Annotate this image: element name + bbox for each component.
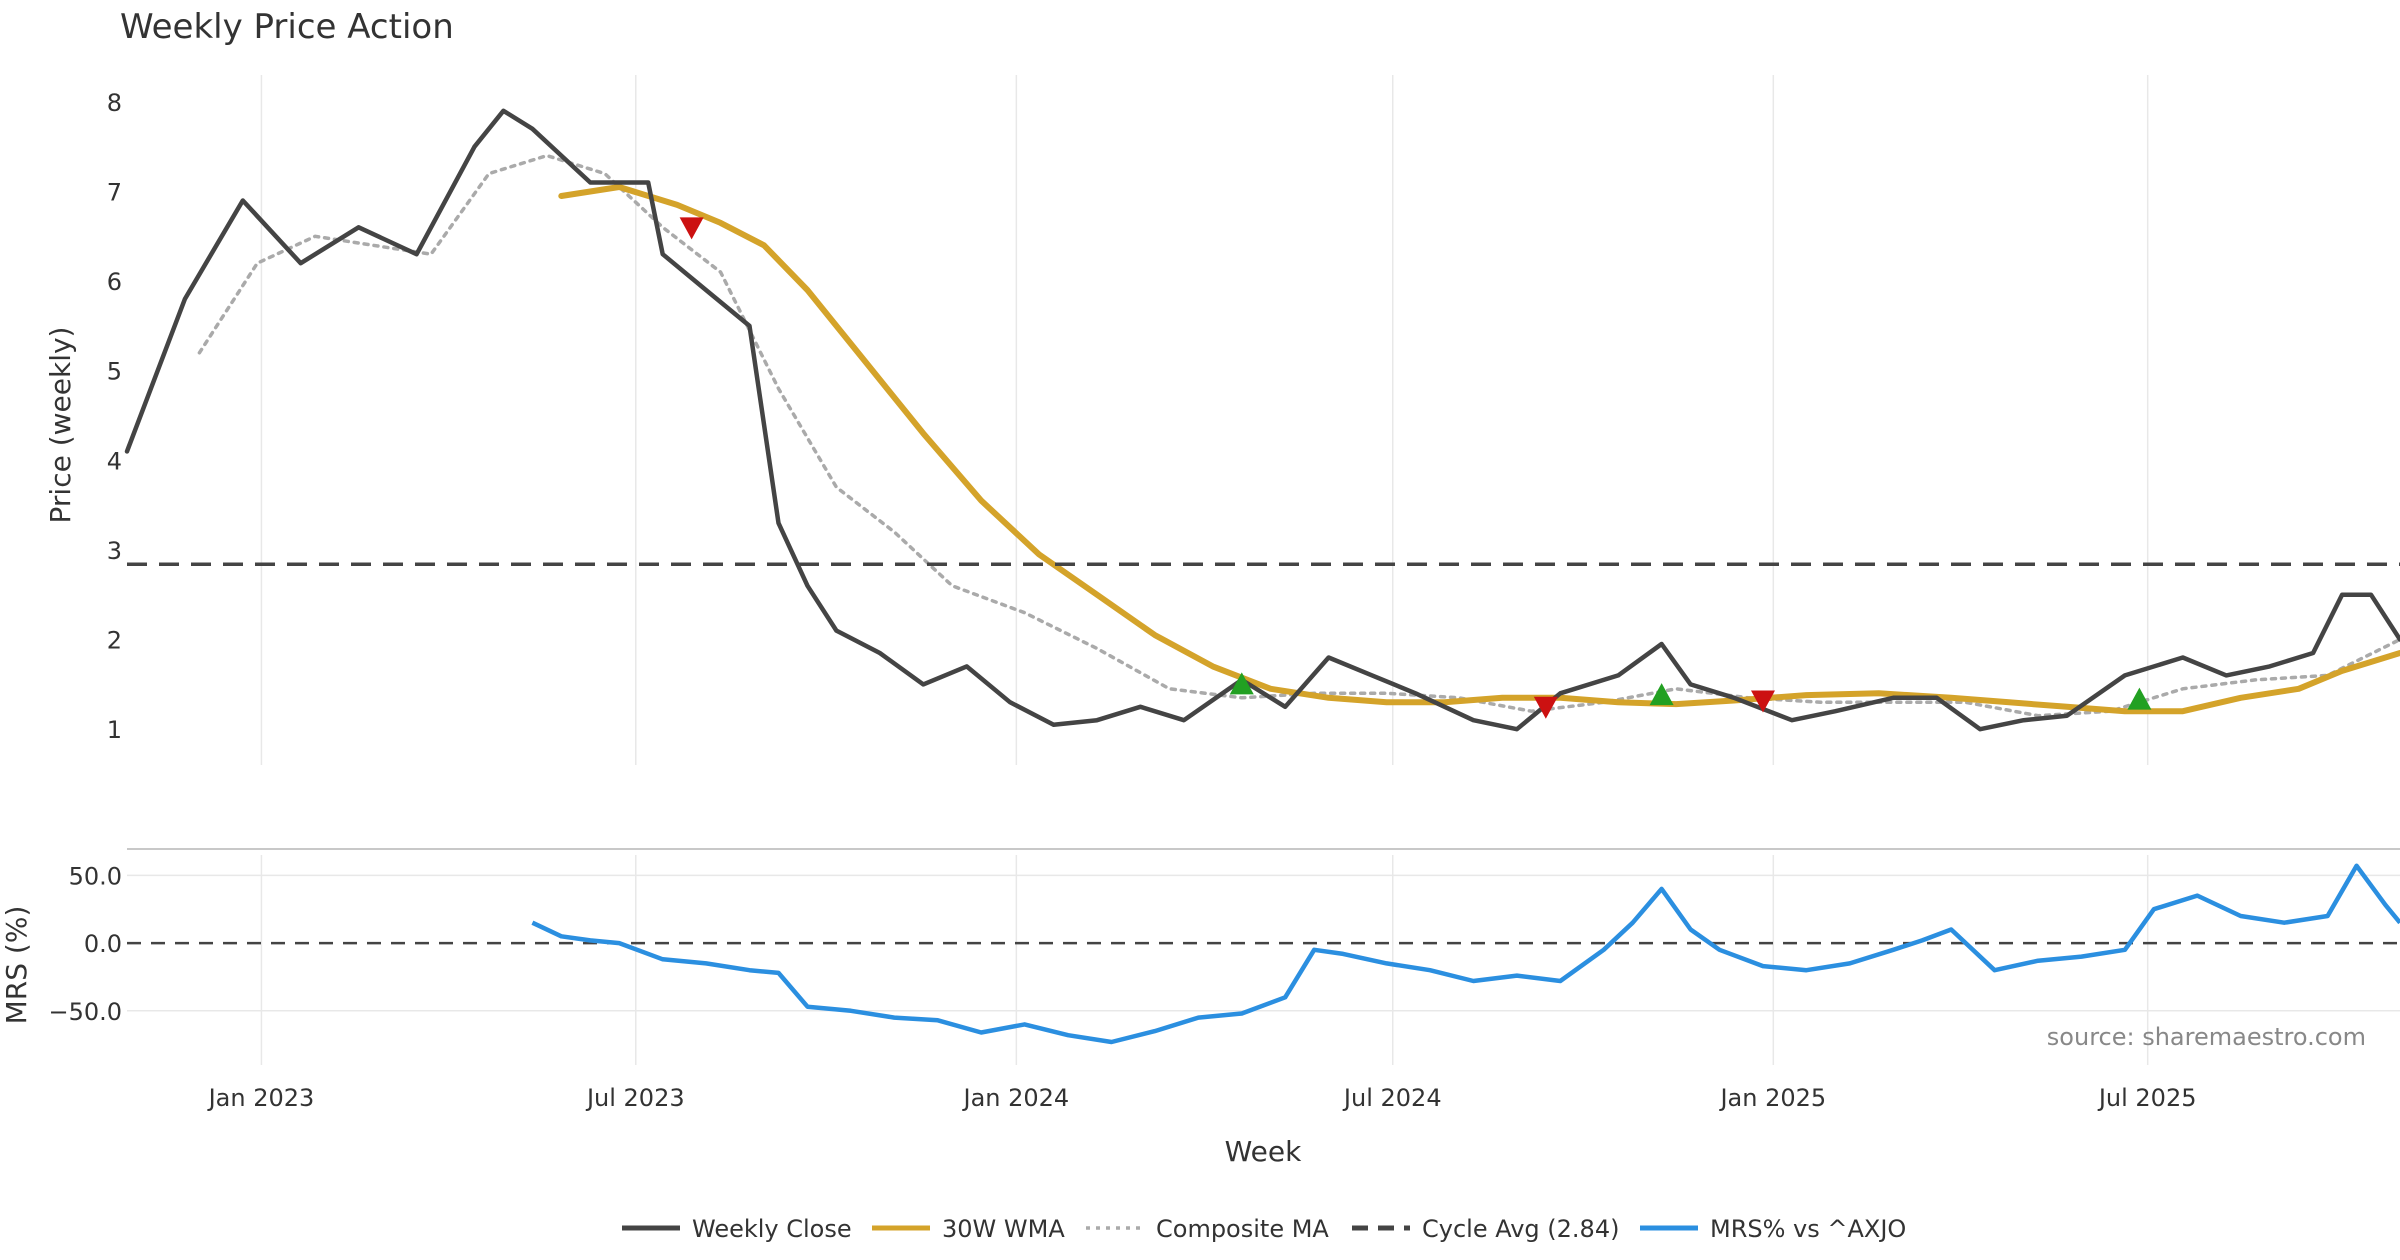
x-tick-label: Jan 2024 — [961, 1084, 1069, 1112]
x-axis-ticks: Jan 2023 Jul 2023 Jan 2024 Jul 2024 Jan 2025… — [207, 1084, 2197, 1112]
mrs-y-tick: 0.0 — [84, 930, 122, 958]
sell-signal-marker — [679, 217, 704, 240]
sell-signal-marker — [1533, 696, 1558, 719]
price-y-tick: 2 — [107, 627, 122, 655]
chart-title: Weekly Price Action — [120, 7, 454, 47]
mrs-y-tick: −50.0 — [48, 998, 122, 1026]
legend-label: Composite MA — [1156, 1215, 1329, 1243]
x-tick-label: Jan 2025 — [1718, 1084, 1826, 1112]
mrs-grid — [127, 855, 2400, 1065]
x-tick-label: Jan 2023 — [207, 1084, 315, 1112]
price-y-axis-title: Price (weekly) — [44, 327, 77, 524]
mrs-panel: 50.0 0.0 −50.0 MRS (%) source: sharemaestr… — [0, 848, 2400, 1065]
x-tick-label: Jul 2025 — [2097, 1084, 2197, 1112]
price-y-tick: 6 — [107, 268, 122, 296]
x-axis-title: Week — [1225, 1135, 1302, 1168]
price-y-tick: 7 — [107, 178, 122, 206]
buy-signal-marker — [1229, 672, 1254, 695]
mrs-series — [531, 863, 2400, 1045]
mrs-y-axis-title: MRS (%) — [0, 906, 33, 1025]
legend-label: 30W WMA — [942, 1215, 1065, 1243]
legend-label: Weekly Close — [692, 1215, 852, 1243]
composite-line — [197, 153, 2400, 718]
price-y-tick: 4 — [107, 447, 122, 475]
price-y-tick: 5 — [107, 358, 122, 386]
mrs-y-tick: 50.0 — [69, 862, 122, 890]
price-y-tick: 1 — [107, 716, 122, 744]
price-y-tick: 8 — [107, 89, 122, 117]
x-tick-label: Jul 2023 — [585, 1084, 685, 1112]
x-tick-label: Jul 2024 — [1342, 1084, 1442, 1112]
legend-label: MRS% vs ^AXJO — [1710, 1215, 1906, 1243]
signal-markers — [679, 217, 2152, 719]
legend: Weekly Close 30W WMA Composite MA Cycle Avg… — [622, 1215, 1906, 1243]
price-panel: 1 2 3 4 5 6 7 8 Price (weekly) — [44, 75, 2400, 765]
price-y-tick: 3 — [107, 537, 122, 565]
legend-label: Cycle Avg (2.84) — [1422, 1215, 1619, 1243]
sell-signal-marker — [1750, 690, 1775, 713]
price-y-ticks: 1 2 3 4 5 6 7 8 — [107, 89, 122, 744]
wma-line — [558, 184, 2400, 715]
weekly-close-line — [124, 108, 2400, 732]
source-attribution: source: sharemaestro.com — [2047, 1023, 2366, 1051]
buy-signal-marker — [2127, 687, 2152, 710]
mrs-y-ticks: 50.0 0.0 −50.0 — [48, 862, 122, 1025]
price-series — [124, 108, 2400, 732]
buy-signal-marker — [1649, 683, 1674, 706]
mrs-line — [531, 863, 2400, 1045]
